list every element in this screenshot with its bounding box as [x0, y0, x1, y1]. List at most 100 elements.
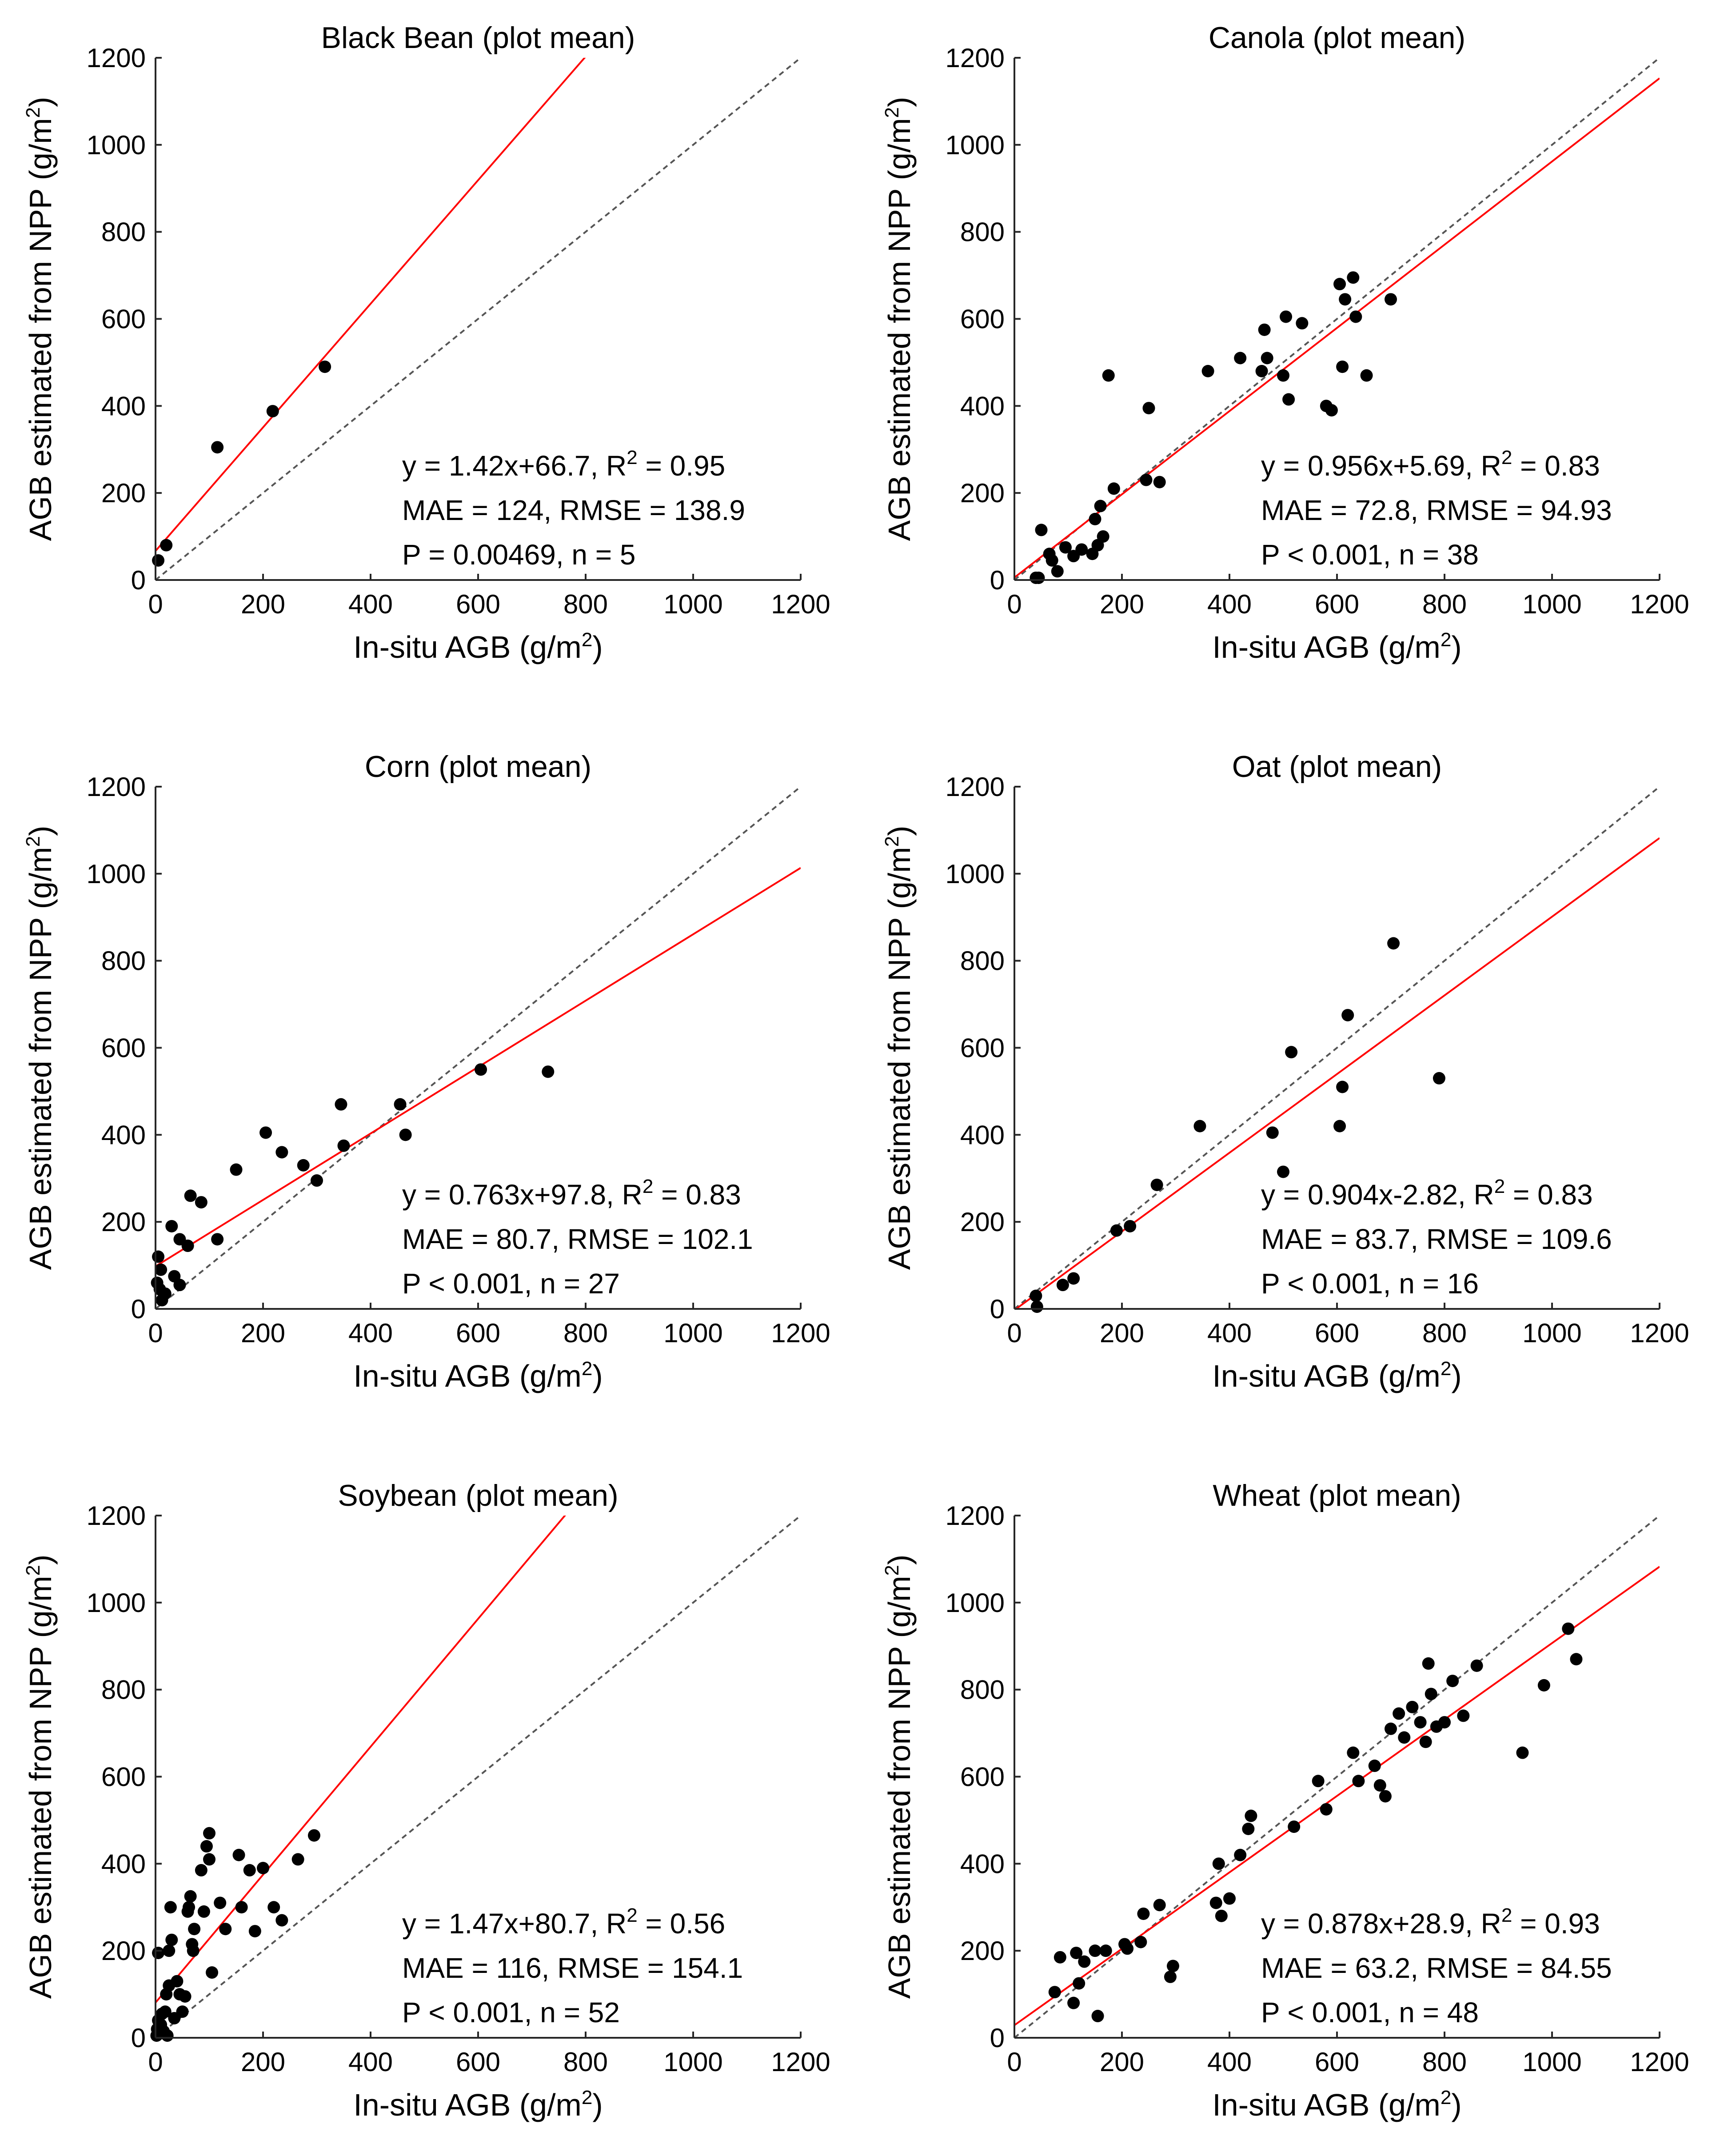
identity-line: [1014, 1516, 1660, 2038]
data-point: [1030, 1300, 1043, 1313]
data-point: [475, 1063, 487, 1076]
y-tick-label: 1200: [946, 772, 1005, 802]
y-axis-label: AGB estimated from NPP (g/m2): [22, 1555, 58, 1999]
data-point: [1336, 360, 1349, 373]
x-tick-label: 1200: [771, 2047, 830, 2077]
data-point: [1142, 402, 1155, 415]
y-tick-label: 1000: [946, 130, 1005, 160]
data-point: [1422, 1657, 1435, 1670]
data-point: [1153, 1899, 1166, 1912]
y-tick-label: 1200: [87, 1501, 146, 1531]
stat-equation: y = 0.956x+5.69, R2 = 0.83: [1261, 447, 1600, 482]
y-tick-label: 0: [131, 1294, 146, 1324]
data-point: [1438, 1716, 1451, 1729]
y-tick-label: 400: [960, 1120, 1005, 1150]
x-axis-label: In-situ AGB (g/m2): [353, 1358, 603, 1393]
data-point: [1393, 1707, 1405, 1720]
data-point: [1562, 1622, 1575, 1635]
data-point: [337, 1139, 350, 1152]
data-point: [266, 405, 279, 418]
x-axis-label: In-situ AGB (g/m2): [1212, 1358, 1461, 1393]
chart-title: Black Bean (plot mean): [321, 21, 635, 55]
data-points: [152, 360, 331, 567]
data-points: [1030, 937, 1445, 1313]
data-point: [1097, 530, 1109, 543]
y-tick-label: 800: [101, 946, 146, 976]
data-point: [206, 1966, 219, 1979]
identity-line: [1014, 787, 1660, 1309]
y-axis-label: AGB estimated from NPP (g/m2): [881, 826, 917, 1270]
y-tick-label: 800: [101, 217, 146, 247]
stat-equation: y = 1.47x+80.7, R2 = 0.56: [402, 1904, 725, 1940]
x-tick-label: 1000: [663, 1318, 722, 1348]
data-point: [1312, 1775, 1325, 1788]
y-tick-label: 800: [960, 946, 1005, 976]
stat-error: MAE = 116, RMSE = 154.1: [402, 1952, 743, 1984]
y-tick-label: 600: [101, 304, 146, 334]
data-point: [267, 1901, 280, 1914]
y-axis-label: AGB estimated from NPP (g/m2): [22, 826, 58, 1270]
y-tick-label: 400: [960, 1849, 1005, 1879]
stat-error: MAE = 124, RMSE = 138.9: [402, 494, 745, 526]
x-tick-label: 1200: [771, 1318, 830, 1348]
data-point: [259, 1126, 272, 1139]
data-point: [1339, 293, 1352, 306]
y-tick-label: 200: [960, 478, 1005, 508]
data-point: [179, 1990, 192, 2003]
data-point: [1030, 1289, 1042, 1302]
x-tick-label: 600: [456, 2047, 500, 2077]
x-tick-label: 400: [348, 589, 393, 619]
data-point: [1166, 1960, 1179, 1972]
x-tick-label: 200: [241, 1318, 285, 1348]
chart-panel-1: Black Bean (plot mean) 0 200 400 600 800 1000 1…: [22, 21, 830, 664]
data-point: [232, 1848, 245, 1861]
x-tick-label: 400: [1207, 2047, 1252, 2077]
y-tick-label: 0: [990, 2023, 1005, 2053]
x-tick-label: 800: [563, 589, 608, 619]
stat-significance: P = 0.00469, n = 5: [402, 539, 636, 571]
data-point: [1349, 310, 1362, 323]
y-tick-label: 600: [101, 1762, 146, 1792]
data-point: [399, 1128, 412, 1141]
data-point: [1341, 1009, 1354, 1022]
x-tick-label: 0: [1007, 589, 1022, 619]
data-point: [1059, 541, 1072, 554]
data-point: [1193, 1120, 1206, 1132]
x-tick-label: 1000: [1522, 589, 1581, 619]
y-axis-label: AGB estimated from NPP (g/m2): [881, 1555, 917, 1999]
data-point: [211, 441, 224, 454]
data-point: [203, 1853, 215, 1866]
x-axis-label: In-situ AGB (g/m2): [353, 629, 603, 664]
data-points: [1048, 1622, 1583, 2023]
x-tick-label: 0: [148, 589, 163, 619]
data-point: [542, 1065, 555, 1078]
identity-line: [156, 1516, 801, 2038]
data-point: [319, 360, 331, 373]
data-point: [1347, 271, 1360, 284]
x-tick-label: 200: [241, 2047, 285, 2077]
data-point: [163, 1944, 176, 1957]
x-tick-label: 800: [563, 1318, 608, 1348]
data-point: [1537, 1679, 1550, 1692]
data-point: [1325, 404, 1338, 417]
data-point: [1110, 1224, 1123, 1237]
data-point: [1406, 1700, 1419, 1713]
x-axis-label: In-situ AGB (g/m2): [1212, 2087, 1461, 2122]
stat-significance: P < 0.001, n = 16: [1261, 1268, 1479, 1300]
data-point: [200, 1840, 213, 1853]
x-tick-label: 1200: [771, 589, 830, 619]
data-point: [1277, 369, 1289, 382]
data-point: [1282, 393, 1295, 406]
data-point: [1091, 2010, 1104, 2023]
y-tick-label: 200: [101, 478, 146, 508]
x-tick-label: 400: [1207, 589, 1252, 619]
data-point: [1078, 1955, 1091, 1968]
stat-equation: y = 0.904x-2.82, R2 = 0.83: [1261, 1176, 1593, 1211]
x-tick-label: 0: [1007, 1318, 1022, 1348]
data-point: [1223, 1892, 1236, 1905]
x-tick-label: 800: [1422, 2047, 1467, 2077]
stat-equation: y = 0.763x+97.8, R2 = 0.83: [402, 1176, 741, 1211]
data-point: [1054, 1951, 1066, 1964]
chart-title: Canola (plot mean): [1209, 21, 1465, 55]
x-tick-label: 200: [1100, 589, 1144, 619]
